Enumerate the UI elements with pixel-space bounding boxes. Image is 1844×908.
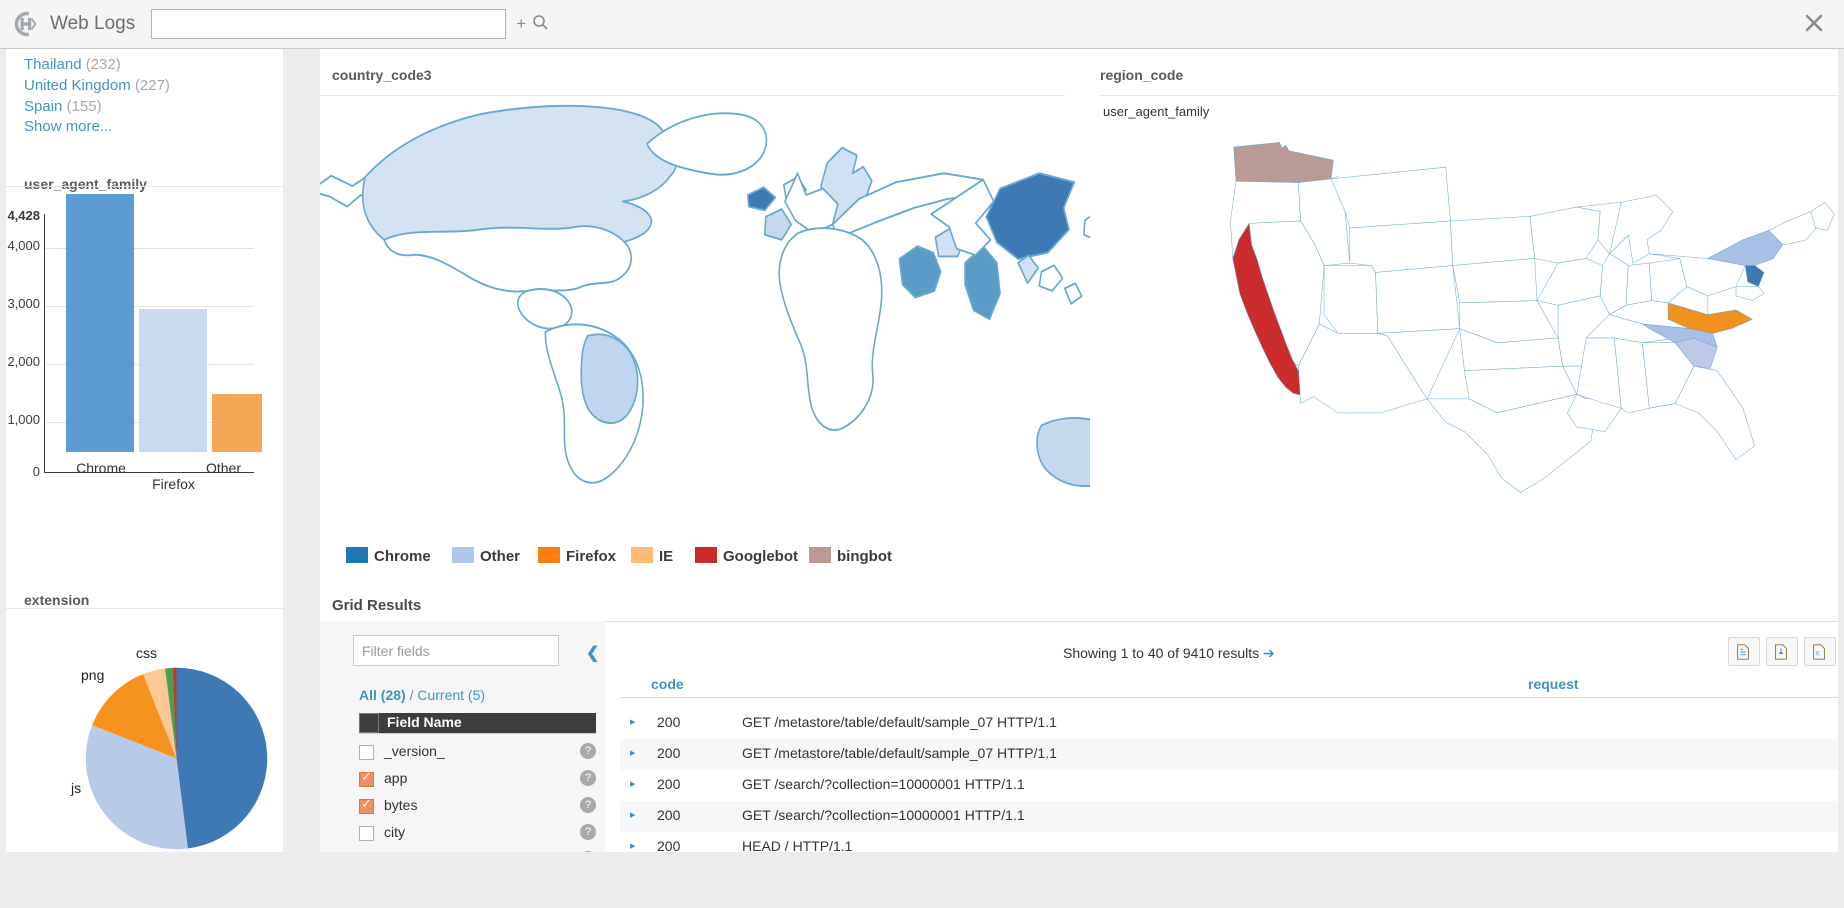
svg-text:X: X <box>1815 651 1820 658</box>
